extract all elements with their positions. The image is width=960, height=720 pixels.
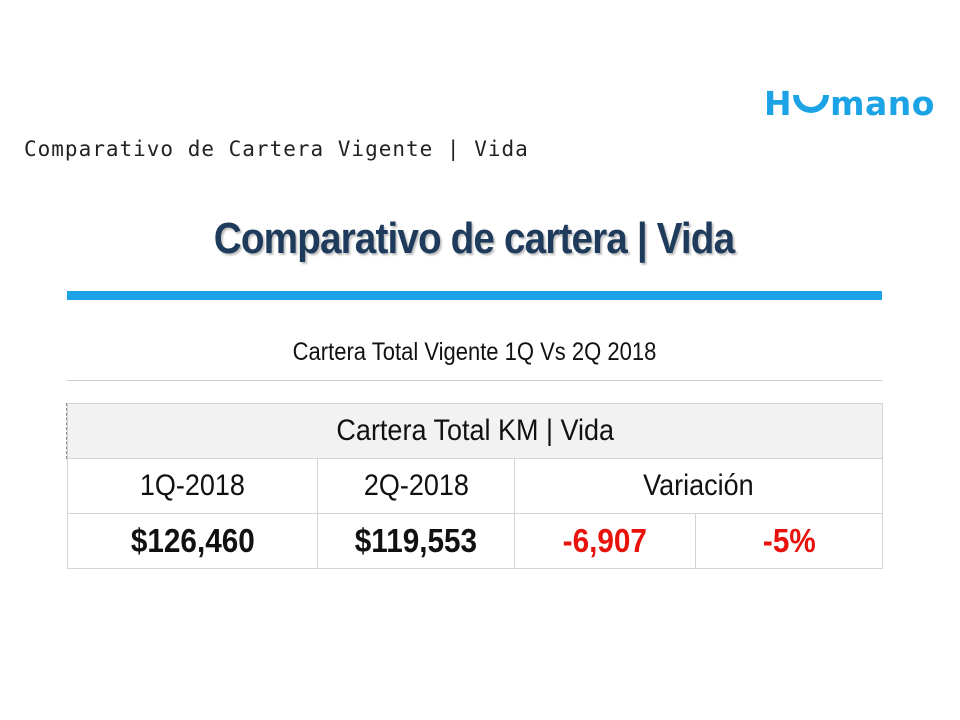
portfolio-table: Cartera Total KM | Vida 1Q-2018 2Q-2018 … (67, 403, 883, 569)
divider (67, 380, 882, 381)
document-title: Comparativo de Cartera Vigente | Vida (24, 137, 529, 161)
value-text: $126,460 (130, 522, 255, 559)
value-text: -5% (762, 522, 816, 559)
column-label: 1Q-2018 (139, 469, 246, 502)
logo-text-right: mano (830, 84, 935, 123)
value-1q-2018: $126,460 (67, 513, 318, 569)
humano-logo: H mano (764, 84, 935, 123)
table-header: Cartera Total KM | Vida (336, 414, 614, 447)
value-text: -6,907 (562, 522, 648, 559)
column-label: Variación (643, 469, 754, 502)
logo-text-left: H (764, 84, 793, 123)
column-2q-2018: 2Q-2018 (317, 458, 515, 514)
accent-bar (67, 291, 882, 300)
value-variation-absolute: -6,907 (514, 513, 696, 569)
column-label: 2Q-2018 (363, 469, 469, 502)
table-header-cell: Cartera Total KM | Vida (67, 403, 883, 459)
selection-edge (66, 403, 67, 459)
value-text: $119,553 (354, 522, 478, 559)
smile-icon (793, 95, 830, 113)
value-variation-percent: -5% (695, 513, 883, 569)
table-subtitle: Cartera Total Vigente 1Q Vs 2Q 2018 (292, 338, 657, 366)
value-2q-2018: $119,553 (317, 513, 515, 569)
column-1q-2018: 1Q-2018 (67, 458, 318, 514)
slide-heading: Comparativo de cartera | Vida (213, 214, 735, 263)
column-variacion: Variación (514, 458, 883, 514)
